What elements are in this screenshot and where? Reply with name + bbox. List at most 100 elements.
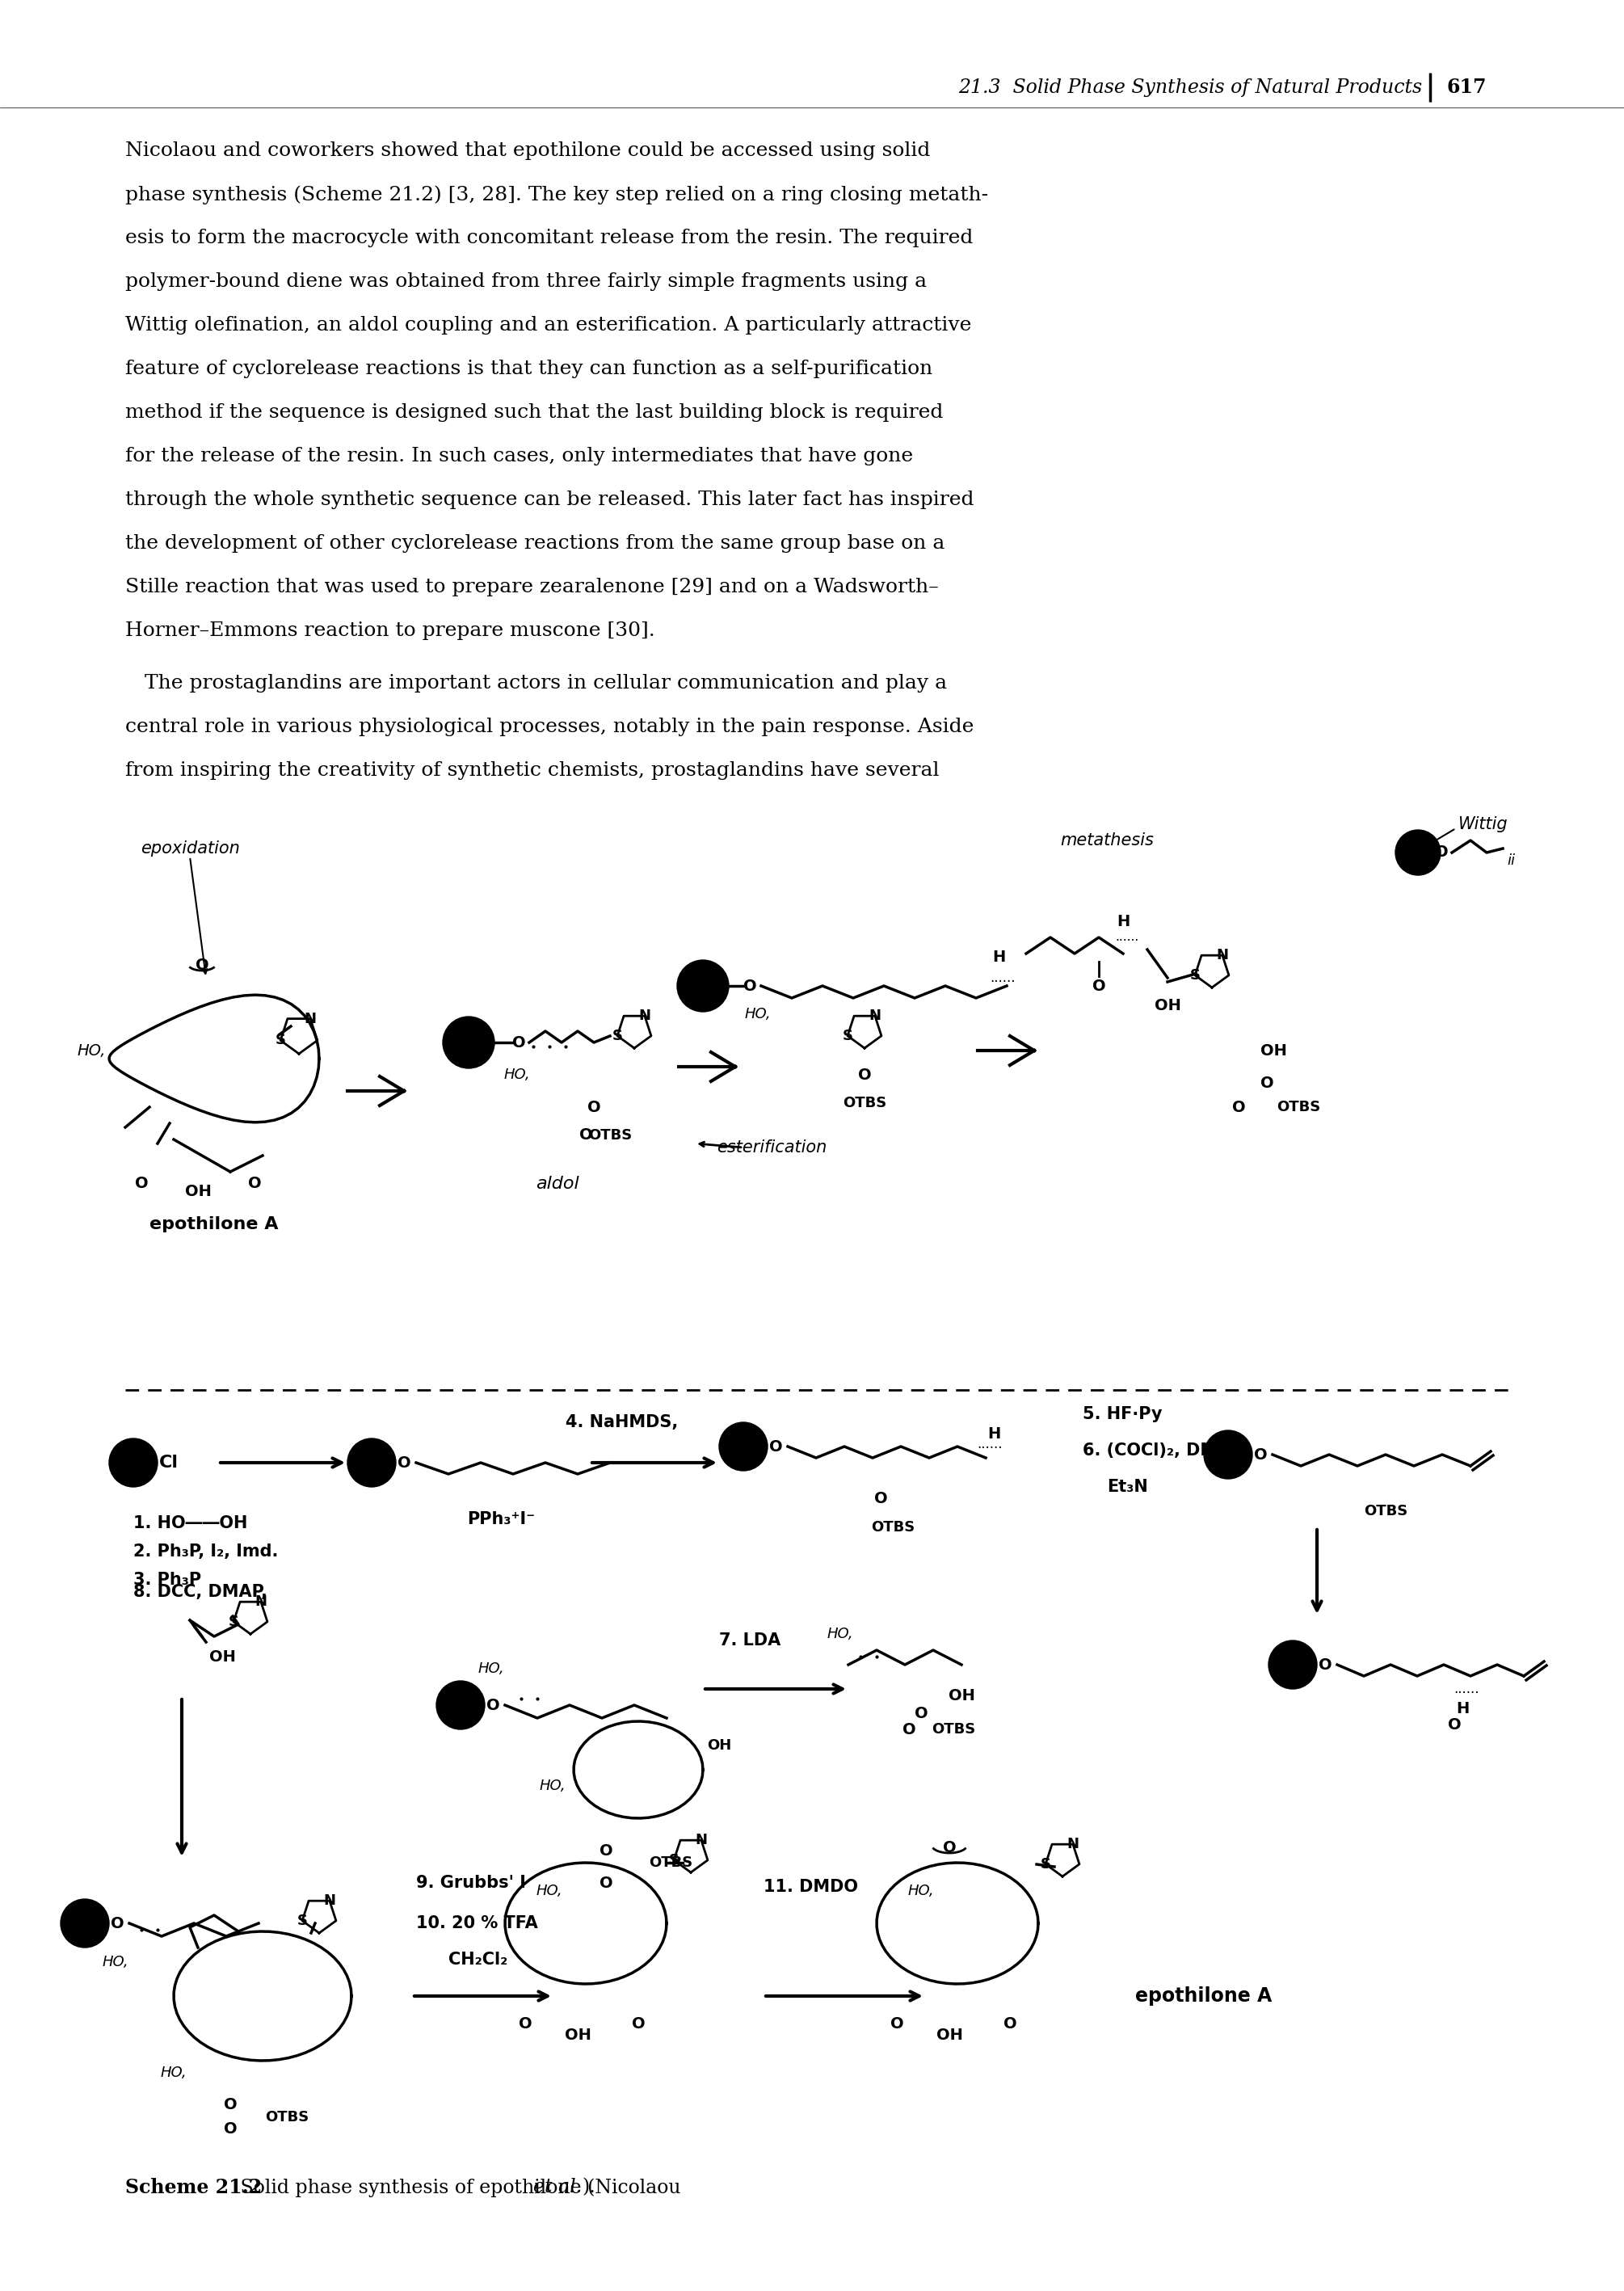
Text: OTBS: OTBS bbox=[870, 1519, 914, 1535]
Text: The prostaglandins are important actors in cellular communication and play a: The prostaglandins are important actors … bbox=[125, 674, 947, 692]
Circle shape bbox=[1395, 829, 1440, 875]
Circle shape bbox=[1203, 1430, 1252, 1480]
Text: HO,: HO, bbox=[76, 1042, 106, 1058]
Text: N: N bbox=[1216, 948, 1228, 962]
Text: central role in various physiological processes, notably in the pain response. A: central role in various physiological pr… bbox=[125, 717, 974, 735]
Text: method if the sequence is designed such that the last building block is required: method if the sequence is designed such … bbox=[125, 403, 944, 422]
Text: OH: OH bbox=[948, 1688, 974, 1702]
Text: S: S bbox=[843, 1029, 853, 1042]
Text: OH: OH bbox=[185, 1184, 211, 1200]
Text: ......: ...... bbox=[991, 971, 1015, 985]
Text: O: O bbox=[135, 1175, 148, 1191]
Circle shape bbox=[443, 1017, 494, 1068]
Text: HO,: HO, bbox=[745, 1008, 771, 1022]
Text: O: O bbox=[224, 2099, 237, 2112]
Text: Et₃N: Et₃N bbox=[1108, 1480, 1148, 1496]
Text: the development of other cyclorelease reactions from the same group base on a: the development of other cyclorelease re… bbox=[125, 534, 945, 552]
Text: OTBS: OTBS bbox=[932, 1723, 976, 1737]
Circle shape bbox=[348, 1439, 396, 1487]
Text: epoxidation: epoxidation bbox=[140, 841, 239, 857]
Text: O: O bbox=[248, 1175, 261, 1191]
Text: OH: OH bbox=[1155, 999, 1181, 1015]
Text: Cl: Cl bbox=[159, 1455, 179, 1471]
Text: metathesis: metathesis bbox=[1060, 832, 1153, 848]
Text: HO,: HO, bbox=[477, 1661, 505, 1677]
Text: ii: ii bbox=[1507, 852, 1515, 868]
Text: O: O bbox=[1434, 845, 1449, 859]
Text: H: H bbox=[992, 951, 1005, 965]
Text: N: N bbox=[304, 1010, 317, 1026]
Text: O: O bbox=[1091, 978, 1106, 994]
Circle shape bbox=[677, 960, 729, 1013]
Text: O: O bbox=[914, 1705, 927, 1721]
Circle shape bbox=[1268, 1640, 1317, 1688]
Text: aldol: aldol bbox=[536, 1175, 580, 1191]
Circle shape bbox=[437, 1682, 486, 1730]
Text: polymer-bound diene was obtained from three fairly simple fragments using a: polymer-bound diene was obtained from th… bbox=[125, 273, 927, 291]
Text: N: N bbox=[695, 1833, 708, 1847]
Text: 617: 617 bbox=[1447, 78, 1486, 96]
Text: 8. DCC, DMAP,: 8. DCC, DMAP, bbox=[133, 1583, 268, 1599]
Text: ......: ...... bbox=[978, 1436, 1002, 1452]
Text: O: O bbox=[512, 1036, 526, 1049]
Text: O: O bbox=[224, 2121, 237, 2138]
Text: HO,: HO, bbox=[161, 2066, 187, 2080]
Text: et al.: et al. bbox=[533, 2179, 581, 2197]
Text: O: O bbox=[1447, 1718, 1462, 1732]
Text: H: H bbox=[987, 1425, 1000, 1441]
Text: 5. HF·Py: 5. HF·Py bbox=[1083, 1407, 1163, 1423]
Text: O: O bbox=[857, 1068, 870, 1081]
Text: OTBS: OTBS bbox=[588, 1127, 632, 1143]
Text: 21.3  Solid Phase Synthesis of Natural Products: 21.3 Solid Phase Synthesis of Natural Pr… bbox=[958, 78, 1423, 96]
Text: Stille reaction that was used to prepare zearalenone [29] and on a Wadsworth–: Stille reaction that was used to prepare… bbox=[125, 577, 939, 596]
Text: Nicolaou and coworkers showed that epothilone could be accessed using solid: Nicolaou and coworkers showed that epoth… bbox=[125, 142, 931, 160]
Text: HO,: HO, bbox=[536, 1883, 562, 1899]
Text: OTBS: OTBS bbox=[265, 2110, 309, 2124]
Text: Solid phase synthesis of epothilone (Nicolaou: Solid phase synthesis of epothilone (Nic… bbox=[234, 2179, 687, 2197]
Text: HO,: HO, bbox=[539, 1778, 565, 1794]
Text: S: S bbox=[612, 1029, 622, 1042]
Text: O: O bbox=[942, 1840, 957, 1856]
Text: O: O bbox=[744, 978, 757, 994]
Text: Horner–Emmons reaction to prepare muscone [30].: Horner–Emmons reaction to prepare muscon… bbox=[125, 621, 654, 639]
Text: N: N bbox=[1067, 1837, 1078, 1851]
Text: S: S bbox=[297, 1913, 307, 1929]
Text: O: O bbox=[398, 1455, 411, 1471]
Text: Wittig olefination, an aldol coupling and an esterification. A particularly attr: Wittig olefination, an aldol coupling an… bbox=[125, 316, 971, 334]
Text: 1. HO――OH: 1. HO――OH bbox=[133, 1514, 247, 1530]
Circle shape bbox=[109, 1439, 158, 1487]
Text: S: S bbox=[1190, 969, 1200, 983]
Circle shape bbox=[719, 1423, 768, 1471]
Text: O: O bbox=[110, 1915, 123, 1931]
Text: 7. LDA: 7. LDA bbox=[719, 1633, 781, 1650]
Text: O: O bbox=[890, 2016, 903, 2032]
Text: 3. Ph₃P: 3. Ph₃P bbox=[133, 1572, 201, 1588]
Text: for the release of the resin. In such cases, only intermediates that have gone: for the release of the resin. In such ca… bbox=[125, 447, 913, 465]
Text: O: O bbox=[195, 958, 209, 974]
Text: 11. DMDO: 11. DMDO bbox=[763, 1879, 857, 1895]
Text: O: O bbox=[1319, 1656, 1332, 1672]
Text: H: H bbox=[1455, 1702, 1470, 1716]
Text: OTBS: OTBS bbox=[648, 1856, 692, 1869]
Text: O: O bbox=[1004, 2016, 1017, 2032]
Text: HO,: HO, bbox=[102, 1954, 128, 1970]
Text: O: O bbox=[770, 1439, 783, 1455]
Text: O: O bbox=[1260, 1074, 1273, 1091]
Text: N: N bbox=[255, 1595, 266, 1608]
Text: feature of cyclorelease reactions is that they can function as a self-purificati: feature of cyclorelease reactions is tha… bbox=[125, 360, 932, 378]
Text: O: O bbox=[632, 2016, 645, 2032]
Text: O: O bbox=[599, 1876, 612, 1890]
Text: OH: OH bbox=[706, 1739, 731, 1753]
Text: OTBS: OTBS bbox=[1364, 1503, 1408, 1519]
Text: S: S bbox=[229, 1615, 239, 1629]
Text: 9. Grubbs' I: 9. Grubbs' I bbox=[416, 1874, 526, 1890]
Text: O: O bbox=[1254, 1448, 1267, 1462]
Text: from inspiring the creativity of synthetic chemists, prostaglandins have several: from inspiring the creativity of synthet… bbox=[125, 761, 939, 779]
Text: OTBS: OTBS bbox=[843, 1095, 887, 1111]
Text: phase synthesis (Scheme 21.2) [3, 28]. The key step relied on a ring closing met: phase synthesis (Scheme 21.2) [3, 28]. T… bbox=[125, 186, 989, 204]
Text: N: N bbox=[638, 1008, 651, 1024]
Text: PPh₃⁺I⁻: PPh₃⁺I⁻ bbox=[468, 1512, 534, 1528]
Circle shape bbox=[60, 1899, 109, 1947]
Text: 10. 20 % TFA: 10. 20 % TFA bbox=[416, 1915, 538, 1931]
Text: HO,: HO, bbox=[503, 1068, 531, 1081]
